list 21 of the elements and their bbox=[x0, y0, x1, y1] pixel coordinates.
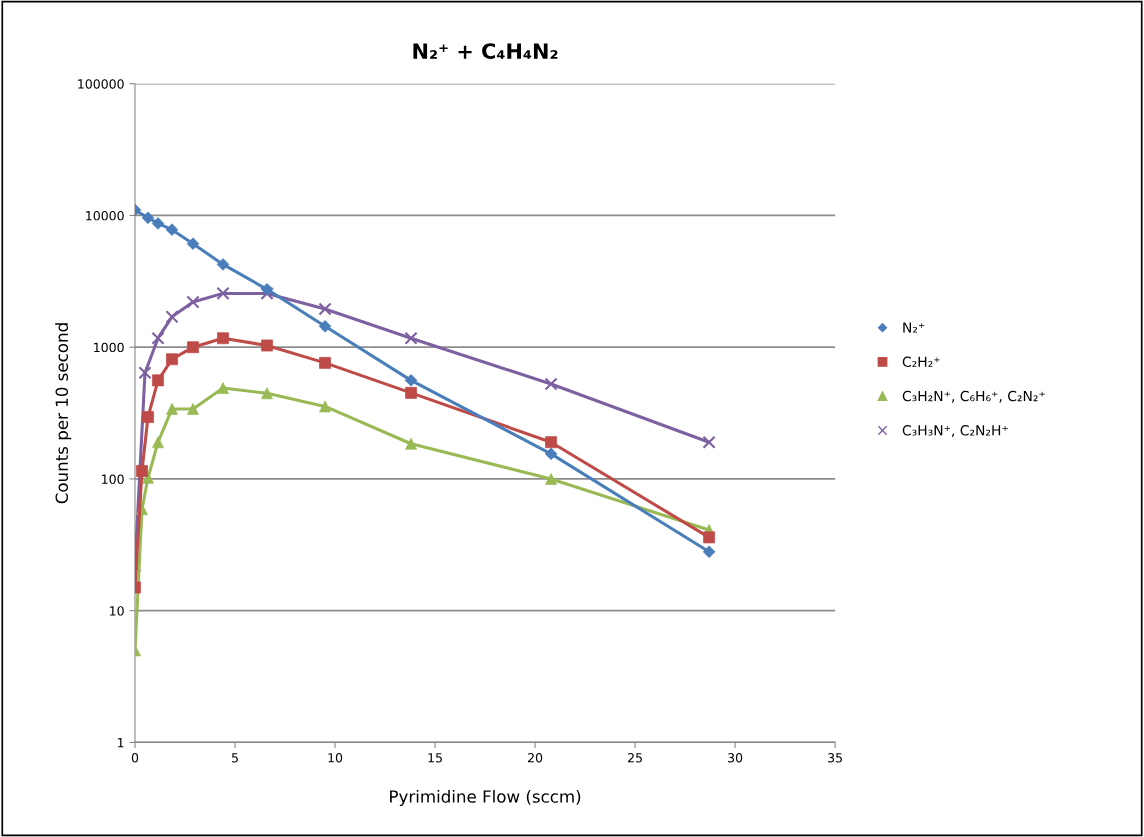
y-axis-title: Counts per 10 second bbox=[55, 323, 72, 504]
y-tick-label: 10 bbox=[110, 606, 124, 616]
legend-label: C₃H₃N⁺, C₂N₂H⁺ bbox=[902, 425, 1008, 437]
x-tick-label: 25 bbox=[628, 753, 642, 763]
x-tick-label: 10 bbox=[328, 753, 343, 763]
legend-label: N₂⁺ bbox=[903, 322, 925, 333]
x-tick-label: 5 bbox=[232, 753, 238, 763]
x-tick-label: 0 bbox=[131, 753, 139, 763]
y-tick-label: 10000 bbox=[86, 210, 124, 221]
chart-title: N₂⁺ + C₄H₄N₂ bbox=[413, 43, 558, 59]
y-tick-label: 100 bbox=[102, 474, 124, 484]
y-tick-label: 1 bbox=[118, 738, 124, 748]
y-tick-label: 1000 bbox=[94, 342, 124, 353]
y-tick-label: 100000 bbox=[78, 79, 124, 89]
x-tick-label: 35 bbox=[828, 753, 842, 763]
x-tick-label: 30 bbox=[728, 753, 743, 763]
legend-label: C₂H₂⁺ bbox=[902, 356, 940, 368]
x-axis-title: Pyrimidine Flow (sccm) bbox=[390, 789, 581, 807]
x-tick-label: 20 bbox=[528, 753, 543, 763]
legend-label: C₃H₂N⁺, C₆H₆⁺, C₂N₂⁺ bbox=[902, 390, 1045, 403]
x-tick-label: 15 bbox=[428, 753, 442, 763]
